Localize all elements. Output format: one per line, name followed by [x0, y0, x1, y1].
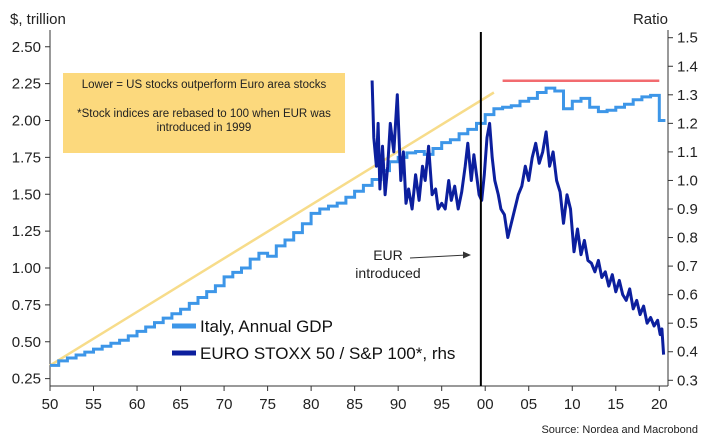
right-axis-unit: Ratio [633, 11, 668, 28]
legend-label-ratio: EURO STOXX 50 / S&P 100*, rhs [200, 344, 455, 363]
x-tick-label: 90 [390, 396, 407, 413]
source-note: Source: Nordea and Macrobond [541, 424, 698, 436]
y-left-tick-label: 2.00 [12, 113, 41, 130]
y-right-tick-label: 0.3 [677, 372, 698, 389]
x-tick-label: 55 [85, 396, 102, 413]
x-tick-label: 60 [129, 396, 146, 413]
y-right-tick-label: 1.5 [677, 30, 698, 47]
y-left-tick-label: 2.25 [12, 76, 41, 93]
y-right-tick-label: 1.0 [677, 172, 698, 189]
x-tick-label: 80 [303, 396, 320, 413]
annotation-box [63, 73, 345, 153]
y-left-tick-label: 1.00 [12, 260, 41, 277]
y-left-tick-label: 0.25 [12, 371, 41, 388]
x-tick-label: 15 [607, 396, 624, 413]
eur-label-line-1: EUR [373, 247, 403, 263]
y-left-tick-label: 1.25 [12, 223, 41, 240]
y-left-tick-label: 1.50 [12, 186, 41, 203]
y-left-tick-label: 0.75 [12, 297, 41, 314]
y-left-tick-label: 0.50 [12, 334, 41, 351]
x-tick-label: 00 [477, 396, 494, 413]
gdp-series-line [50, 86, 666, 367]
annotation-line-1: Lower = US stocks outperform Euro area s… [82, 79, 327, 91]
x-tick-label: 75 [259, 396, 276, 413]
axes-layer: 50 55 60 65 70 75 80 85 90 95 00 05 10 15 20 0.25 0.50 0.… [12, 30, 698, 413]
series-layer [49, 32, 666, 386]
x-tick-label: 70 [216, 396, 233, 413]
x-tick-label: 05 [520, 396, 537, 413]
y-left-tick-label: 2.50 [12, 39, 41, 56]
eur-arrow-head [463, 251, 471, 259]
annotation-line-2: *Stock indices are rebased to 100 when E… [77, 108, 331, 120]
y-left-tick-label: 1.75 [12, 149, 41, 166]
x-tick-label: 50 [42, 396, 59, 413]
legend-label-gdp: Italy, Annual GDP [200, 317, 333, 336]
y-right-tick-label: 0.4 [677, 344, 698, 361]
annotation-line-3: introduced in 1999 [157, 122, 252, 134]
x-tick-label: 20 [651, 396, 668, 413]
eur-arrow-line [409, 254, 468, 259]
y-right-tick-label: 0.6 [677, 287, 698, 304]
x-tick-label: 85 [346, 396, 363, 413]
left-axis-unit: $, trillion [10, 11, 66, 28]
y-right-tick-label: 0.8 [677, 230, 698, 247]
x-tick-label: 95 [433, 396, 450, 413]
eur-label-line-2: introduced [355, 265, 420, 281]
y-right-tick-label: 1.4 [677, 58, 698, 75]
y-right-tick-label: 0.7 [677, 258, 698, 275]
y-right-tick-label: 0.5 [677, 315, 698, 332]
gdp-trend-line-pre-eur [49, 91, 495, 367]
y-right-tick-label: 1.3 [677, 87, 698, 104]
y-right-tick-label: 1.2 [677, 115, 698, 132]
ratio-series-line [370, 80, 666, 355]
y-right-tick-label: 1.1 [677, 144, 698, 161]
y-right-tick-label: 0.9 [677, 201, 698, 218]
x-tick-label: 10 [564, 396, 581, 413]
x-tick-label: 65 [172, 396, 189, 413]
